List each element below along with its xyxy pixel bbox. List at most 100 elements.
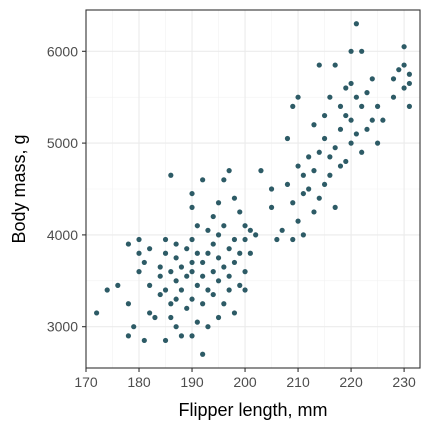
data-point [152,314,158,321]
data-point [300,232,306,238]
data-point [141,337,147,344]
data-point [348,140,354,146]
data-point [364,90,370,96]
data-point [200,351,206,357]
data-point [353,94,359,100]
data-point [147,310,153,316]
data-point [369,117,375,123]
data-point [242,236,248,243]
data-point [136,269,142,275]
data-point [173,241,179,247]
data-point [194,223,200,229]
data-point [237,282,243,288]
points-layer [94,21,412,357]
data-point [316,62,322,68]
x-axis-title: Flipper length, mm [178,400,327,420]
data-point [274,236,280,243]
data-point [327,172,333,178]
data-point [162,236,169,243]
data-point [136,250,142,256]
data-point [173,278,179,284]
data-point [343,112,349,119]
data-point [258,168,264,174]
data-point [343,85,349,91]
data-point [147,282,153,288]
data-point [369,76,375,82]
data-point [215,232,222,238]
data-point [279,227,285,233]
data-point [168,301,174,307]
data-point [406,103,412,109]
data-point [284,135,291,142]
data-point [173,296,179,302]
data-point [247,227,253,233]
data-point [200,177,206,183]
data-point [337,163,344,169]
data-point [136,236,142,243]
data-point [401,44,407,50]
data-point [253,232,259,238]
data-point [237,250,243,256]
data-point [284,181,291,188]
data-point [237,209,243,215]
data-point [189,333,195,339]
data-point [231,195,238,201]
x-tick-label: 190 [180,374,204,390]
data-point [205,227,211,233]
data-point [184,246,190,252]
data-point [306,154,312,160]
data-point [348,48,354,54]
data-point [380,117,386,123]
y-axis-title: Body mass, g [9,134,29,243]
x-tick-label: 210 [286,374,310,390]
data-point [390,76,397,82]
data-point [189,190,195,197]
data-point [290,103,296,109]
data-point [327,94,333,100]
data-point [173,255,179,261]
data-point [221,301,227,307]
data-point [221,177,227,183]
panel-border [85,9,421,369]
data-point [173,324,179,330]
data-point [242,223,248,229]
data-point [321,181,328,188]
data-point [242,287,248,293]
data-point [210,269,216,275]
data-point [162,250,169,256]
data-point [189,259,195,266]
axis-layer: 170 180 190 200 210 220 230 3000 4000 5000 6000 [47,43,416,390]
data-point [125,241,132,247]
data-point [327,154,333,160]
data-point [359,149,365,155]
data-point [221,264,227,270]
data-point [231,310,238,316]
data-point [157,273,163,279]
data-point [348,117,354,123]
data-point [194,319,200,325]
y-tick-label: 4000 [47,227,78,243]
data-point [337,126,344,132]
data-point [290,236,296,243]
data-point [242,269,248,275]
data-point [215,278,222,284]
data-point [115,282,121,288]
data-point [162,287,169,293]
data-point [268,204,275,210]
data-point [189,236,195,243]
data-point [295,94,301,100]
data-point [141,259,147,266]
data-point [406,80,412,87]
y-tick-label: 3000 [47,319,78,335]
data-point [300,190,306,197]
data-point [364,126,370,132]
data-point [226,273,232,279]
x-tick-label: 170 [74,374,98,390]
data-point [337,103,344,109]
data-point [295,163,301,169]
data-point [178,264,185,270]
data-point [316,149,322,155]
data-point [189,204,195,210]
